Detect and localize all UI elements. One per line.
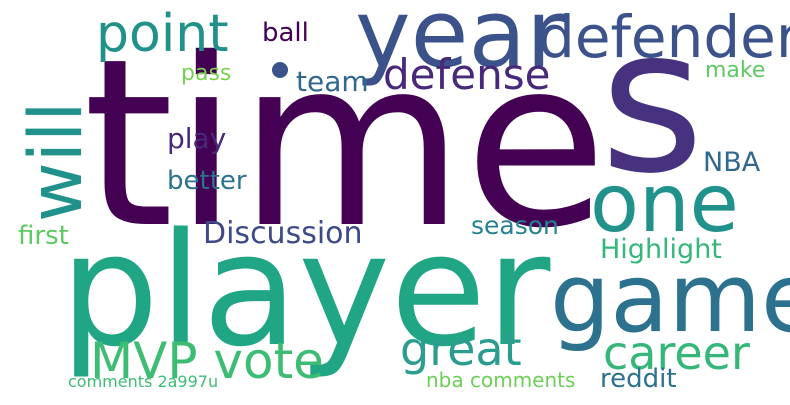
word-discussion: Discussion (203, 216, 363, 251)
word-ball: ball (262, 18, 309, 48)
word-will: will (14, 101, 99, 222)
word-first: first (18, 221, 69, 251)
word-time: time (83, 9, 608, 279)
word-pass: pass (181, 61, 232, 86)
word-team: team (296, 65, 369, 98)
word-play: play (167, 122, 227, 155)
word-season: season (471, 211, 559, 240)
word-defender: defender (538, 3, 790, 71)
word-nba: NBA (703, 147, 761, 178)
word-mvp-vote: MVP vote (90, 332, 324, 390)
word-point: point (96, 4, 229, 64)
word-comments-2a997u: comments 2a997u (68, 372, 219, 391)
word-make: make (705, 58, 766, 83)
word-reddit: reddit (600, 364, 677, 394)
word-defense: defense (383, 50, 551, 99)
dot-mark (272, 62, 288, 78)
word-year: year (355, 0, 565, 89)
word-player: player (60, 199, 551, 381)
word-one: one (590, 157, 739, 250)
word-great: great (400, 322, 522, 376)
word-highlight: Highlight (600, 234, 722, 265)
word-career: career (603, 326, 750, 380)
word-nba-comments: nba comments (426, 368, 576, 392)
word-s: s (600, 0, 705, 218)
word-game: game (550, 244, 790, 354)
word-better: better (167, 166, 247, 196)
